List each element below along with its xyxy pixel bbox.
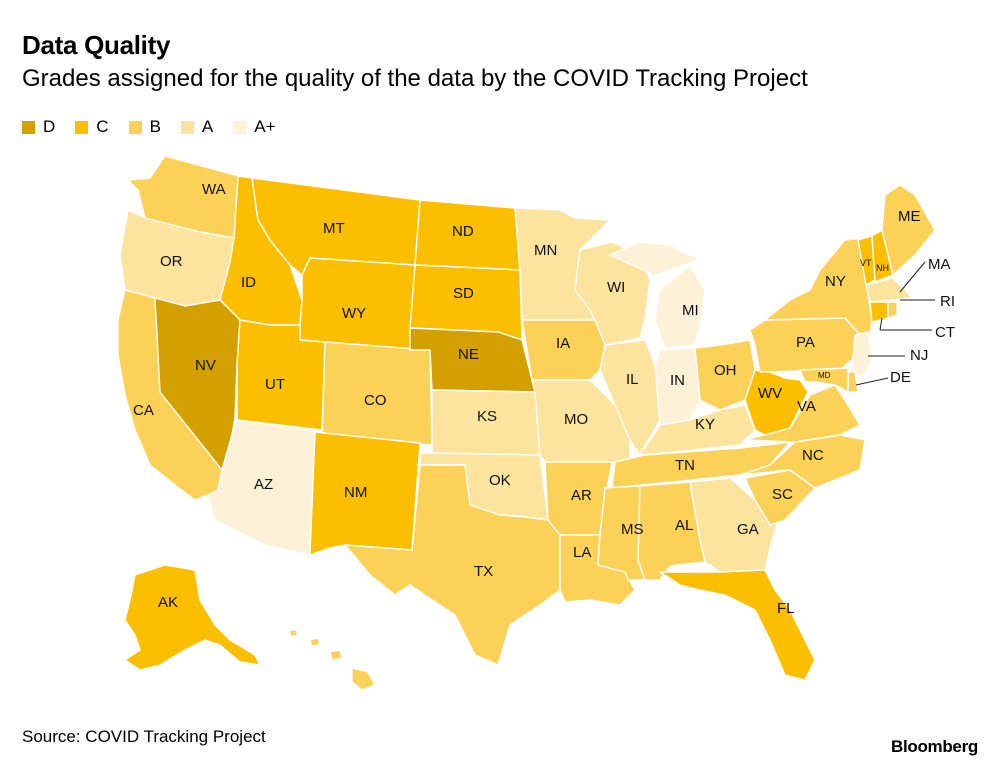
label-nh: NH [876,263,889,273]
label-ia: IA [556,335,570,352]
legend-item-d: D [22,117,55,137]
legend-label-a-plus: A+ [254,117,276,136]
label-mo: MO [564,411,588,428]
label-nd: ND [452,223,474,240]
legend-label-b: B [149,117,161,136]
chart-subtitle: Grades assigned for the quality of the d… [22,65,808,92]
label-in: IN [670,372,685,389]
label-sc: SC [772,486,793,503]
label-de: DE [890,369,911,386]
label-wv: WV [758,385,782,402]
label-nj: NJ [910,347,928,364]
state-va [744,384,861,443]
label-ga: GA [737,521,759,538]
state-ri [887,301,898,319]
label-tx: TX [474,563,493,580]
label-ri: RI [940,293,955,310]
label-ar: AR [571,487,592,504]
legend-label-d: D [43,117,56,136]
legend-item-a-plus: A+ [233,117,276,137]
label-me: ME [898,208,921,225]
legend-swatch-c [75,120,89,134]
legend: D C B A A+ [22,117,296,137]
label-ma: MA [928,256,951,273]
legend-swatch-a-plus [233,120,247,134]
state-nc [739,434,866,489]
label-id: ID [241,274,256,291]
legend-swatch-d [22,120,35,134]
label-fl: FL [777,600,795,617]
label-ky: KY [695,416,715,433]
label-ny: NY [825,273,846,290]
legend-label-a: A [201,117,214,136]
legend-item-a: A [180,117,214,137]
label-il: IL [626,371,639,388]
state-nv [154,297,241,471]
label-ct: CT [935,324,955,341]
label-oh: OH [714,362,737,379]
state-md [799,367,849,393]
label-nm: NM [344,484,367,501]
label-tn: TN [675,457,695,474]
state-ct [869,301,889,323]
label-nv: NV [195,357,216,374]
legend-swatch-b [128,120,142,134]
label-or: OR [160,253,183,270]
label-mi: MI [682,302,699,319]
state-hi [289,629,376,691]
label-la: LA [573,544,591,561]
label-wa: WA [202,181,226,198]
label-ut: UT [265,376,285,393]
label-wi: WI [607,279,625,296]
state-tx [344,464,561,666]
bloomberg-logo: Bloomberg [890,737,978,756]
legend-item-c: C [75,117,109,137]
source-note: Source: COVID Tracking Project [22,727,266,746]
legend-item-b: B [128,117,161,137]
leader-lines [855,261,935,386]
label-wy: WY [342,305,366,322]
label-ms: MS [621,521,644,538]
state-ak [124,564,261,671]
label-mn: MN [534,242,557,259]
label-ne: NE [458,346,479,363]
label-pa: PA [796,334,815,351]
label-nc: NC [802,447,824,464]
chart-title: Data Quality [22,30,171,60]
label-ks: KS [477,408,497,425]
label-az: AZ [254,476,273,493]
label-md: MD [818,371,831,380]
state-de [847,371,859,393]
label-sd: SD [453,285,474,302]
label-ok: OK [489,472,511,489]
legend-label-c: C [96,117,109,136]
label-mt: MT [323,220,345,237]
us-map: WA OR CA ID NV AZ MT WY UT CO NM ND SD N… [117,155,955,691]
label-vt: VT [860,258,872,268]
state-mi [609,241,706,349]
state-wy [299,257,416,351]
state-ky [639,404,756,456]
label-co: CO [364,392,387,409]
state-fl [659,569,816,681]
label-al: AL [675,517,693,534]
state-me [881,184,936,276]
legend-swatch-a [180,120,194,134]
label-va: VA [797,398,816,415]
label-ca: CA [133,402,154,419]
label-ak: AK [158,594,178,611]
state-nj [851,331,873,379]
